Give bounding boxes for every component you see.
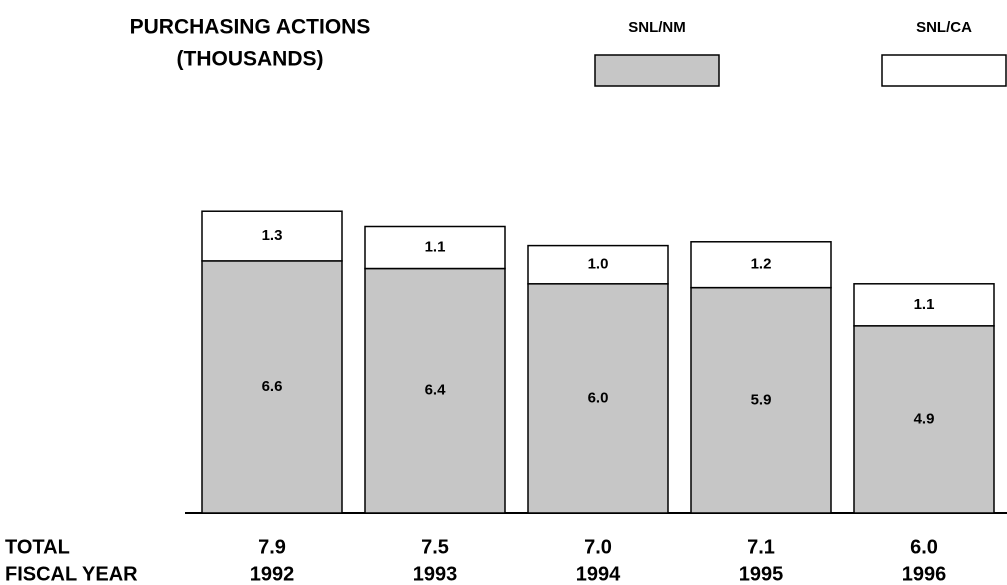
legend-swatch — [881, 54, 1007, 87]
x-tick-label: 1994 — [576, 563, 621, 585]
bar-segment — [853, 283, 995, 327]
total-label: 7.5 — [421, 536, 449, 558]
legend-label: SNL/NM — [628, 19, 686, 36]
data-label: 6.0 — [588, 389, 609, 406]
bar-segment — [364, 267, 506, 514]
bar-segment — [201, 260, 343, 514]
bar-segment — [690, 286, 832, 514]
data-label: 1.0 — [588, 256, 609, 273]
data-label: 5.9 — [751, 391, 772, 408]
chart-title: PURCHASING ACTIONS — [130, 16, 371, 39]
bar-segment — [853, 325, 995, 514]
data-label: 1.1 — [914, 296, 935, 313]
chart-subtitle: (THOUSANDS) — [177, 48, 324, 71]
total-label: 6.0 — [910, 536, 938, 558]
bar-segment — [527, 283, 669, 514]
total-label: 7.1 — [747, 536, 775, 558]
x-tick-label: 1993 — [413, 563, 458, 585]
data-label: 6.4 — [425, 382, 447, 399]
x-tick-label: 1992 — [250, 563, 295, 585]
x-tick-label: 1996 — [902, 563, 947, 585]
data-label: 6.6 — [262, 378, 283, 395]
bar-segment — [364, 225, 506, 270]
total-label: 7.9 — [258, 536, 286, 558]
data-label: 1.3 — [262, 227, 283, 244]
x-axis-label: FISCAL YEAR — [5, 563, 138, 585]
total-label: 7.0 — [584, 536, 612, 558]
totals-label: TOTAL — [5, 536, 70, 558]
bar-segment — [527, 244, 669, 285]
legend-swatch — [594, 54, 720, 87]
x-tick-label: 1995 — [739, 563, 784, 585]
bar-segment — [201, 210, 343, 262]
data-label: 1.2 — [751, 256, 772, 273]
data-label: 1.1 — [425, 238, 446, 255]
legend-label: SNL/CA — [916, 19, 972, 36]
data-label: 4.9 — [914, 410, 935, 427]
bar-segment — [690, 241, 832, 289]
